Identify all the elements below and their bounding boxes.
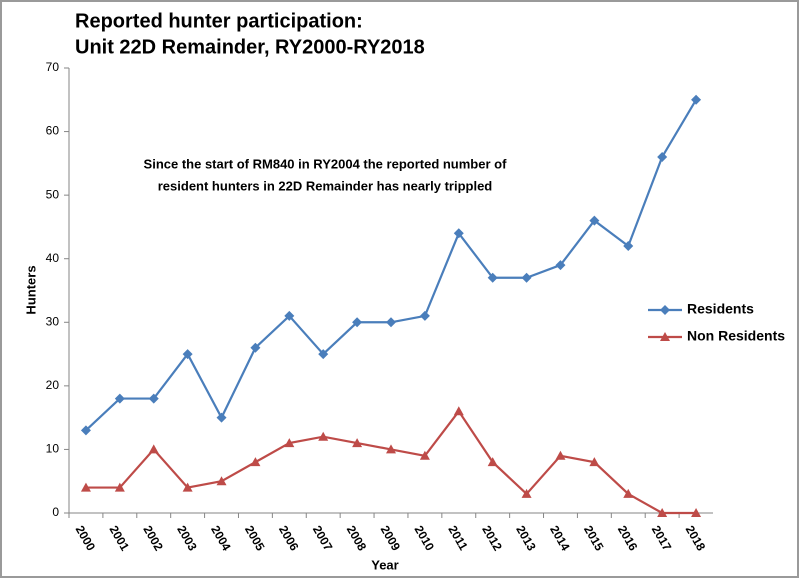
y-tick-label: 40: [46, 251, 60, 265]
annotation: Since the start of RM840 in RY2004 the r…: [144, 156, 508, 171]
marker: [284, 310, 295, 321]
marker: [453, 228, 464, 239]
marker: [691, 508, 702, 517]
marker: [453, 406, 464, 416]
marker: [182, 349, 193, 360]
y-tick-label: 70: [46, 60, 60, 74]
marker: [691, 94, 702, 105]
marker: [521, 488, 532, 498]
marker: [555, 260, 566, 271]
marker: [386, 317, 396, 328]
marker: [419, 310, 430, 321]
marker: [284, 438, 295, 448]
marker: [623, 241, 634, 251]
marker: [419, 450, 430, 460]
marker: [250, 342, 261, 353]
chart-title: Reported hunter participation:: [75, 10, 363, 32]
marker: [114, 393, 125, 404]
marker: [352, 317, 363, 328]
marker: [487, 272, 498, 283]
y-tick-label: 50: [46, 187, 60, 201]
marker: [589, 215, 600, 226]
marker: [521, 272, 532, 283]
legend-marker: [660, 305, 670, 315]
annotation: resident hunters in 22D Remainder has ne…: [158, 178, 493, 193]
marker: [623, 488, 634, 498]
legend-marker: [660, 332, 670, 341]
y-tick-label: 20: [46, 378, 60, 392]
marker: [148, 444, 159, 454]
legend-label: Non Residents: [687, 328, 785, 344]
marker: [148, 393, 159, 404]
chart-title: Unit 22D Remainder, RY2000-RY2018: [75, 36, 425, 58]
y-tick-label: 60: [46, 124, 60, 138]
marker: [80, 482, 91, 492]
marker: [352, 438, 363, 448]
marker: [555, 450, 566, 460]
marker: [80, 425, 91, 436]
marker: [114, 482, 125, 492]
marker: [250, 457, 261, 467]
marker: [318, 431, 329, 441]
marker: [386, 444, 396, 454]
marker: [657, 508, 668, 517]
y-tick-label: 10: [46, 442, 60, 456]
marker: [487, 457, 498, 467]
x-axis-label: Year: [371, 557, 398, 572]
y-tick-label: 30: [46, 314, 60, 328]
y-tick-label: 0: [52, 505, 59, 519]
y-axis-label: Hunters: [23, 265, 38, 314]
marker: [589, 457, 600, 467]
marker: [182, 482, 193, 492]
marker: [657, 152, 668, 162]
marker: [216, 412, 227, 423]
legend-label: Residents: [687, 301, 754, 317]
marker: [216, 476, 227, 486]
marker: [318, 349, 329, 360]
